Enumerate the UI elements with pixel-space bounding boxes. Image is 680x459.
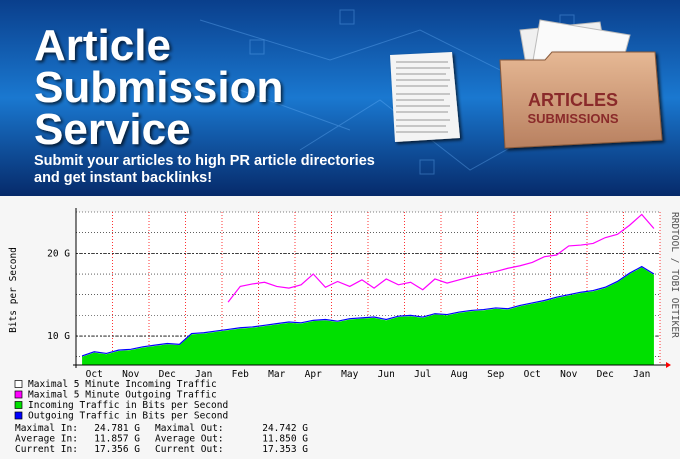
legend-label: Incoming Traffic in Bits per Second [28,400,228,411]
x-tick-label: Nov [560,369,577,380]
traffic-chart: Bits per Second RRDTOOL / TOBI OETIKER 1… [0,196,680,459]
x-tick-label: Oct [86,369,103,380]
side-label: RRDTOOL / TOBI OETIKER [669,212,680,338]
x-tick-label: May [341,369,358,380]
banner: Article Submission Service Submit your a… [0,0,680,196]
x-tick-label: Jan [195,369,212,380]
folder-label: ARTICLES [528,90,618,110]
stat-text: Average Out: [155,434,224,445]
x-tick-label: Jul [414,369,431,380]
stat-text: 17.356 G [94,444,140,455]
x-tick-label: Jan [633,369,650,380]
x-tick-label: Oct [524,369,541,380]
folder-label: SUBMISSIONS [527,111,618,126]
x-tick-label: Aug [451,369,468,380]
stat-text: Current In: [15,444,78,455]
banner-title: Article [34,21,171,70]
incoming-area [82,267,654,365]
legend-label: Maximal 5 Minute Incoming Traffic [28,379,217,390]
x-tick-label: Jun [378,369,395,380]
stat-text: Average In: [15,434,78,445]
stat-text: 24.742 G [262,423,308,434]
legend-swatch [14,380,23,388]
banner-subtitle: Submit your articles to high PR article … [34,153,375,169]
stat-text: 17.353 G [262,444,308,455]
x-tick-label: Dec [597,369,614,380]
x-tick-label: Dec [159,369,176,380]
stat-text: Maximal Out: [155,423,224,434]
max-outgoing-line [227,213,655,303]
stat-text: Current Out: [155,444,224,455]
y-tick-label: 20 G [47,248,70,259]
banner-title: Submission [34,63,283,112]
x-tick-label: Apr [305,369,322,380]
y-tick-label: 10 G [47,331,70,342]
stat-text: 24.781 G [94,423,140,434]
x-axis-arrow [666,362,671,368]
folder-icon: ARTICLES SUBMISSIONS [499,19,663,149]
legend-swatch [14,411,23,420]
x-tick-label: Feb [232,369,249,380]
banner-subtitle: and get instant backlinks! [34,170,212,186]
stat-text: Maximal In: [15,423,78,434]
legend-swatch [14,401,23,409]
legend-label: Maximal 5 Minute Outgoing Traffic [28,390,217,401]
paper-icon [390,52,460,142]
x-tick-label: Mar [268,369,285,380]
outgoing-line [81,265,655,357]
x-tick-label: Nov [122,369,139,380]
y-axis-label: Bits per Second [8,247,19,333]
stat-text: 11.857 G [94,434,140,445]
legend-label: Outgoing Traffic in Bits per Second [28,411,228,422]
legend-swatch [14,390,23,399]
x-tick-label: Sep [487,369,504,380]
stat-text: 11.850 G [262,434,308,445]
banner-title: Service [34,105,191,154]
